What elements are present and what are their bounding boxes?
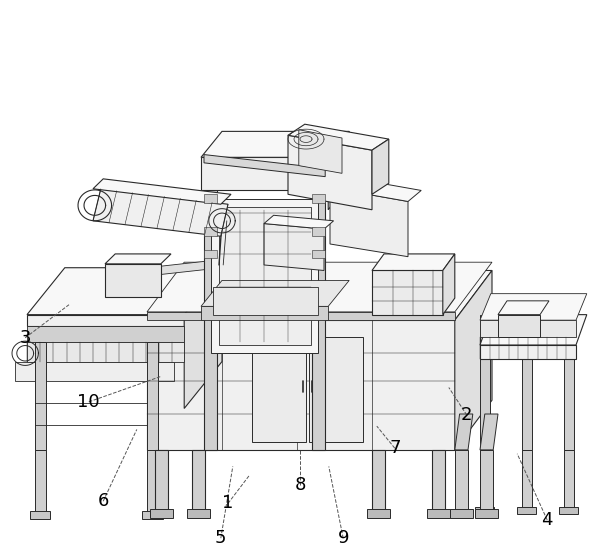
Polygon shape [93,189,228,236]
Polygon shape [517,507,536,514]
Polygon shape [328,131,349,210]
Polygon shape [480,414,498,450]
Polygon shape [155,450,168,511]
Text: 10: 10 [77,393,100,411]
Polygon shape [432,450,445,511]
Polygon shape [204,160,217,450]
Polygon shape [184,268,222,408]
Polygon shape [498,301,549,315]
Polygon shape [15,362,174,381]
Text: 5: 5 [215,529,227,547]
Polygon shape [455,450,468,511]
Polygon shape [201,131,349,157]
Polygon shape [480,320,576,337]
Text: 7: 7 [389,439,401,457]
Bar [204,194,217,203]
Polygon shape [367,509,390,518]
Polygon shape [455,414,473,450]
Polygon shape [27,326,184,342]
Polygon shape [475,507,494,514]
Polygon shape [219,207,311,345]
Polygon shape [201,280,349,306]
Bar [312,194,325,203]
Polygon shape [211,199,318,353]
Polygon shape [564,315,574,450]
Polygon shape [192,450,205,511]
Polygon shape [27,268,222,315]
Polygon shape [312,174,325,450]
Polygon shape [480,294,587,320]
Polygon shape [147,270,492,320]
Polygon shape [147,259,222,276]
Polygon shape [455,270,492,450]
Polygon shape [299,130,342,173]
Polygon shape [204,155,325,177]
Polygon shape [480,315,490,450]
Polygon shape [564,450,574,508]
Polygon shape [187,509,210,518]
Polygon shape [35,342,46,450]
Text: 2: 2 [461,406,473,424]
Text: 4: 4 [541,511,553,529]
Polygon shape [330,188,408,257]
Polygon shape [147,342,158,450]
Polygon shape [201,157,328,190]
Polygon shape [213,287,318,315]
Polygon shape [201,306,328,320]
Polygon shape [443,254,455,315]
Polygon shape [147,312,455,320]
Polygon shape [372,270,443,315]
Polygon shape [372,450,385,511]
Bar [312,250,325,258]
Polygon shape [264,224,324,270]
Polygon shape [522,315,532,450]
Polygon shape [147,450,158,513]
Text: 3: 3 [19,329,31,347]
Polygon shape [309,337,363,442]
Polygon shape [150,509,173,518]
Polygon shape [30,511,50,519]
Bar [204,227,217,236]
Polygon shape [372,254,455,270]
Polygon shape [93,179,231,204]
Polygon shape [559,507,578,514]
Polygon shape [288,135,372,210]
Polygon shape [264,215,334,229]
Polygon shape [105,264,161,297]
Polygon shape [480,450,490,508]
Text: 1: 1 [223,495,233,512]
Polygon shape [498,315,540,337]
Polygon shape [427,509,450,518]
Bar [204,250,217,258]
Polygon shape [105,254,171,264]
Polygon shape [147,320,455,450]
Polygon shape [450,509,473,518]
Polygon shape [27,315,184,326]
Bar [312,227,325,236]
Polygon shape [480,450,493,511]
Polygon shape [372,139,389,194]
Text: 6: 6 [98,492,109,510]
Polygon shape [522,450,532,508]
Text: 8: 8 [295,476,305,493]
Polygon shape [27,342,184,362]
Polygon shape [330,177,421,201]
Polygon shape [35,450,46,513]
Polygon shape [252,337,306,442]
Text: 9: 9 [337,529,349,547]
Polygon shape [142,511,163,519]
Polygon shape [288,124,389,150]
Polygon shape [475,509,498,518]
Polygon shape [147,262,492,312]
Polygon shape [480,315,587,345]
Polygon shape [480,345,576,359]
